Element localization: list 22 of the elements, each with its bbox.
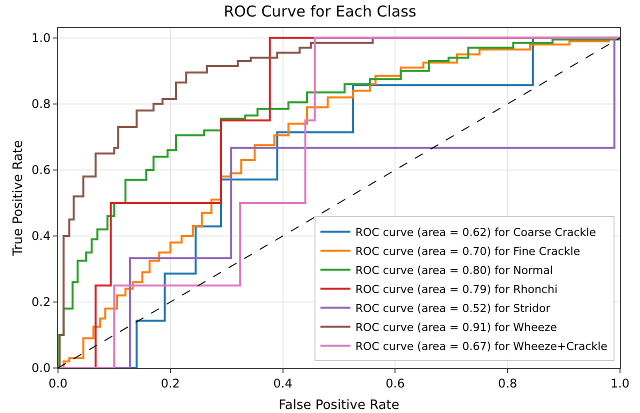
x-tick-label: 0.2 xyxy=(160,376,180,390)
y-tick-label: 0.4 xyxy=(32,229,51,244)
y-tick-label: 0.6 xyxy=(32,163,51,178)
legend-label: ROC curve (area = 0.62) for Coarse Crackle xyxy=(355,226,596,239)
legend-label: ROC curve (area = 0.80) for Normal xyxy=(355,264,553,277)
y-tick-label: 1.0 xyxy=(32,31,51,46)
x-tick-label: 0.0 xyxy=(48,376,68,390)
x-tick-label: 1.0 xyxy=(610,376,630,390)
legend-label: ROC curve (area = 0.67) for Wheeze+Crackle xyxy=(355,340,608,353)
y-tick-label: 0.2 xyxy=(32,295,51,310)
y-tick-label: 0.8 xyxy=(32,97,51,112)
legend-label: ROC curve (area = 0.52) for Stridor xyxy=(355,302,551,315)
x-tick-label: 0.6 xyxy=(386,376,405,390)
legend-label: ROC curve (area = 0.91) for Wheeze xyxy=(355,320,558,334)
x-axis-title: False Positive Rate xyxy=(278,398,400,413)
y-axis-title: True Positive Rate xyxy=(11,140,26,257)
x-tick-label: 0.4 xyxy=(273,376,292,390)
y-tick-label: 0.0 xyxy=(32,361,51,376)
x-tick-label: 0.8 xyxy=(498,376,518,390)
legend-label: ROC curve (area = 0.70) for Fine Crackle xyxy=(355,244,580,258)
chart-title: ROC Curve for Each Class xyxy=(224,2,416,21)
legend-label: ROC curve (area = 0.79) for Rhonchi xyxy=(355,282,558,296)
